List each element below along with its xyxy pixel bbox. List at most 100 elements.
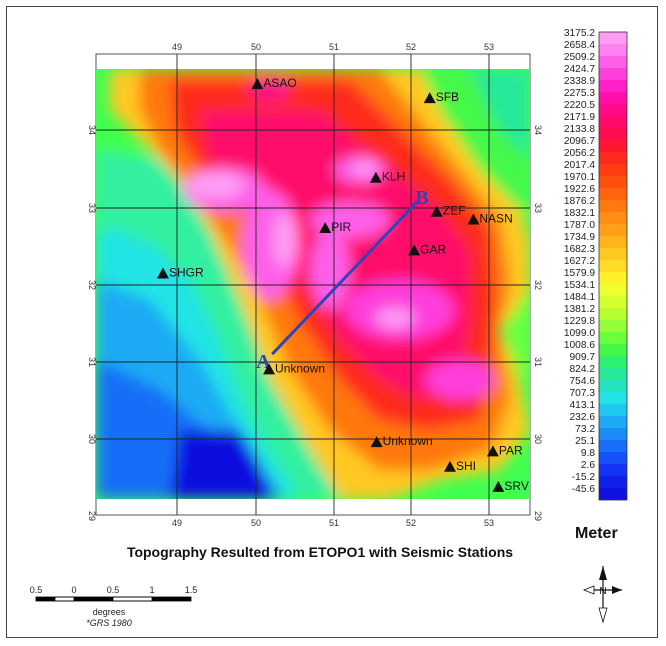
legend-value-label: 1832.1 — [564, 208, 595, 219]
legend-value-label: 1787.0 — [564, 220, 595, 231]
legend-swatch — [599, 284, 627, 296]
legend-value-label: 754.6 — [570, 376, 596, 387]
legend-swatch — [599, 140, 627, 152]
legend-value-label: 1381.2 — [564, 304, 595, 315]
map-frame — [6, 6, 658, 638]
legend-value-label: 824.2 — [570, 364, 596, 375]
lat-label-34-right: 34 — [533, 125, 543, 135]
lat-label-33-right: 33 — [533, 203, 543, 213]
legend-swatch — [599, 452, 627, 464]
station-label: SHI — [456, 459, 476, 473]
legend-border — [598, 31, 628, 501]
legend-swatch — [599, 404, 627, 416]
legend-swatch — [599, 212, 627, 224]
legend-swatch — [599, 464, 627, 476]
legend-value-label: 9.8 — [581, 448, 595, 459]
scale-note: *GRS 1980 — [86, 618, 132, 628]
graticule — [96, 54, 530, 515]
legend-swatch — [599, 380, 627, 392]
legend-value-label: 2017.4 — [564, 160, 595, 171]
station-triangle-icon — [263, 363, 276, 375]
legend-value-label: 2056.2 — [564, 148, 595, 159]
legend-value-label: 2658.4 — [564, 40, 595, 51]
legend-swatch — [599, 200, 627, 212]
legend-swatch — [599, 116, 627, 128]
lat-label-31-right: 31 — [533, 357, 543, 367]
legend-swatch — [599, 476, 627, 488]
legend-value-label: -15.2 — [572, 472, 596, 483]
scale-label-1: 0 — [71, 585, 76, 595]
lon-label-50-bottom: 50 — [251, 518, 261, 528]
station-label: PAR — [499, 443, 523, 457]
station-triangle-icon — [492, 480, 505, 492]
legend-value-label: 2424.7 — [564, 64, 595, 75]
legend-swatch — [599, 344, 627, 356]
station-label: ASAO — [263, 76, 296, 90]
legend-swatch — [599, 164, 627, 176]
station-label: GAR — [420, 242, 446, 256]
legend-value-label: 1229.8 — [564, 316, 595, 327]
scale-label-0: 0.5 — [30, 585, 43, 595]
legend-value-label: 2338.9 — [564, 76, 595, 87]
legend-swatch — [599, 368, 627, 380]
legend-value-label: -45.6 — [572, 484, 596, 495]
legend-value-label: 1922.6 — [564, 184, 595, 195]
station-label: KLH — [382, 170, 405, 184]
station-triangle-icon — [408, 244, 421, 256]
lon-label-51: 51 — [329, 42, 339, 52]
station-markers: ASAO SFB KLH ZEF NASN PIR GAR SHGR Unknown Unknow… — [156, 76, 529, 493]
lat-label-31: 31 — [87, 357, 97, 367]
legend-swatch — [599, 248, 627, 260]
lat-label-30: 30 — [87, 434, 97, 444]
station-label: Unknown — [275, 361, 325, 375]
legend-value-label: 1876.2 — [564, 196, 595, 207]
station-label: SHGR — [169, 266, 204, 280]
legend-swatch — [599, 176, 627, 188]
legend-swatch — [599, 80, 627, 92]
legend-value-label: 2171.9 — [564, 112, 595, 123]
legend-value-label: 2.6 — [581, 460, 595, 471]
scale-label-2: 0.5 — [107, 585, 120, 595]
legend-value-label: 1682.3 — [564, 244, 595, 255]
station-triangle-icon — [430, 205, 443, 217]
latitude-labels: 34 33 32 31 30 29 34 33 32 31 30 29 — [87, 125, 543, 521]
legend-swatch — [599, 260, 627, 272]
station-triangle-icon — [444, 460, 456, 472]
scale-unit: degrees — [93, 607, 126, 617]
lon-label-53: 53 — [484, 42, 494, 52]
legend-swatch — [599, 92, 627, 104]
legend-swatch — [599, 32, 627, 44]
legend-swatch — [599, 416, 627, 428]
legend-swatch — [599, 332, 627, 344]
legend-value-label: 1970.1 — [564, 172, 595, 183]
legend-swatch — [599, 428, 627, 440]
lon-label-52: 52 — [406, 42, 416, 52]
legend-value-label: 1534.1 — [564, 280, 595, 291]
lon-label-51-bottom: 51 — [329, 518, 339, 528]
station-label: ZEF — [443, 204, 466, 218]
profile-label-b: B — [415, 187, 428, 209]
legend-value-label: 25.1 — [575, 436, 595, 447]
legend-value-label: 909.7 — [570, 352, 596, 363]
legend-swatch — [599, 236, 627, 248]
legend-swatch — [599, 104, 627, 116]
longitude-labels: 49 50 51 52 53 49 50 51 52 53 — [172, 42, 494, 528]
legend-swatch — [599, 320, 627, 332]
north-label: N — [599, 586, 606, 597]
lat-label-33: 33 — [87, 203, 97, 213]
station-label: SFB — [436, 90, 459, 104]
station-triangle-icon — [486, 445, 499, 457]
station-triangle-icon — [369, 171, 382, 183]
station-label: Unknown — [383, 434, 433, 448]
lat-label-34: 34 — [87, 125, 97, 135]
station-label: PIR — [331, 220, 351, 234]
scale-label-3: 1 — [149, 585, 154, 595]
lon-label-50: 50 — [251, 42, 261, 52]
lat-label-30-right: 30 — [533, 434, 543, 444]
legend-swatch — [599, 152, 627, 164]
legend-value-label: 1008.6 — [564, 340, 595, 351]
lon-label-52-bottom: 52 — [406, 518, 416, 528]
lat-label-29: 29 — [87, 511, 97, 521]
legend-unit-title: Meter — [575, 525, 618, 542]
